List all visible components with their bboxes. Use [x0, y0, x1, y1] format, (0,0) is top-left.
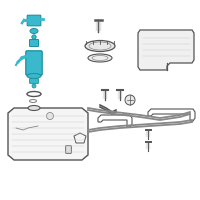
Ellipse shape: [85, 40, 115, 51]
Ellipse shape: [27, 73, 41, 78]
Ellipse shape: [28, 106, 40, 110]
Circle shape: [125, 95, 135, 105]
FancyBboxPatch shape: [26, 51, 42, 75]
Ellipse shape: [88, 54, 112, 62]
Polygon shape: [138, 30, 194, 70]
Circle shape: [32, 84, 36, 88]
Ellipse shape: [30, 28, 38, 33]
FancyBboxPatch shape: [66, 146, 71, 153]
Circle shape: [32, 35, 36, 39]
FancyBboxPatch shape: [30, 40, 38, 46]
Polygon shape: [8, 108, 88, 160]
Circle shape: [46, 112, 54, 119]
FancyBboxPatch shape: [27, 15, 41, 26]
FancyBboxPatch shape: [30, 79, 38, 83]
